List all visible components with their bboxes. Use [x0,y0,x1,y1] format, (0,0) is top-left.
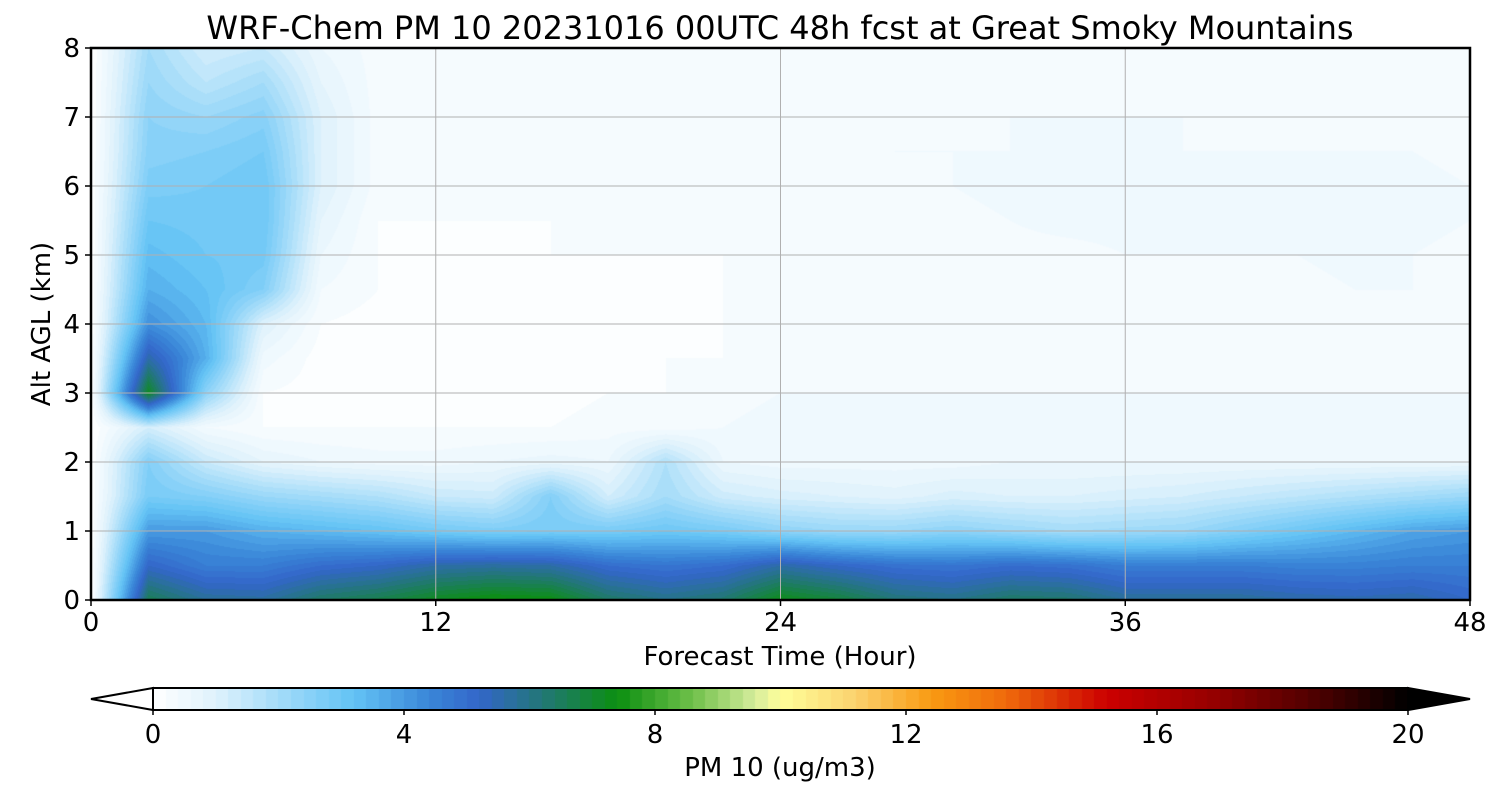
colorbar: 0 4 8 12 16 20 PM 10 (ug/m3) [90,686,1471,783]
colorbar-tick-label: 4 [396,720,413,750]
colorbar-under-arrow [90,686,154,712]
colorbar-tick-label: 12 [889,720,922,750]
chart-title: WRF-Chem PM 10 20231016 00UTC 48h fcst a… [206,9,1353,47]
x-tick-label: 48 [1453,608,1486,638]
x-axis-ticks: 0 12 24 36 48 [83,600,1487,638]
x-tick-label: 24 [764,608,797,638]
y-tick-label: 7 [63,103,80,133]
y-tick-label: 8 [63,34,80,64]
y-tick-label: 3 [63,379,80,409]
y-tick-label: 2 [63,448,80,478]
colorbar-tick-label: 20 [1391,720,1424,750]
y-tick-label: 1 [63,517,80,547]
colorbar-tick-label: 16 [1140,720,1173,750]
y-tick-label: 5 [63,241,80,271]
x-tick-label: 0 [83,608,100,638]
colorbar-gradient [153,688,1408,710]
colorbar-frame [152,687,1409,711]
colorbar-tick-label: 8 [647,720,664,750]
x-axis-label: Forecast Time (Hour) [643,642,916,672]
grid-lines [91,48,1470,600]
x-tick-label: 12 [419,608,452,638]
y-tick-label: 6 [63,172,80,202]
colorbar-over-arrow [1407,686,1471,712]
colorbar-ticks: 0 4 8 12 16 20 [145,710,1425,750]
y-tick-label: 4 [63,310,80,340]
colorbar-tick-label: 0 [145,720,162,750]
colorbar-label: PM 10 (ug/m3) [684,753,876,783]
y-axis-ticks: 0 1 2 3 4 5 6 7 8 [63,34,91,616]
y-tick-label: 0 [63,586,80,616]
y-axis-label: Alt AGL (km) [27,242,57,406]
x-tick-label: 36 [1109,608,1142,638]
